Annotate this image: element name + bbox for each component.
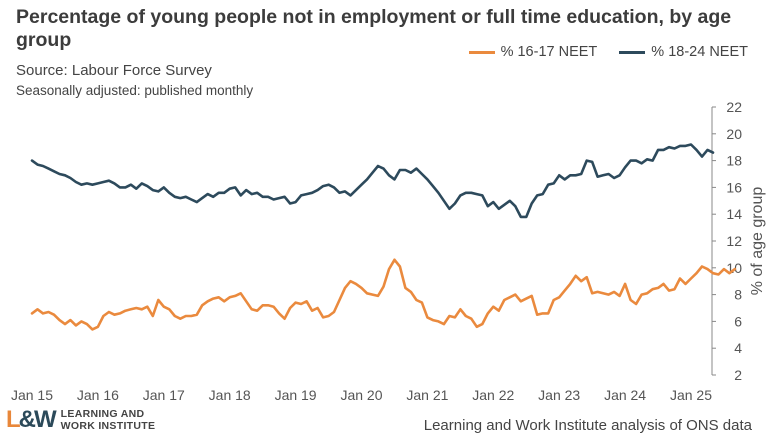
y-tick-label: 14 (726, 206, 742, 222)
y-tick-label: 22 (726, 99, 742, 115)
logo-line2: WORK INSTITUTE (60, 420, 156, 432)
x-tick-label: Jan 25 (670, 387, 712, 403)
legend: % 16-17 NEET % 18-24 NEET (468, 44, 748, 60)
x-tick-label: Jan 17 (143, 387, 185, 403)
legend-item-18-24: % 18-24 NEET (619, 44, 748, 60)
y-tick-label: 2 (734, 367, 742, 383)
y-tick-label: 16 (726, 179, 742, 195)
x-tick-label: Jan 16 (77, 387, 119, 403)
y-axis-label: % of age group (749, 187, 766, 296)
legend-swatch-16-17 (468, 50, 495, 54)
logo-text: LEARNING AND WORK INSTITUTE (61, 408, 156, 432)
x-tick-label: Jan 23 (538, 387, 580, 403)
y-tick-label: 12 (726, 233, 742, 249)
x-tick-label: Jan 15 (11, 387, 53, 403)
series-line-16-17 (30, 258, 737, 331)
footer-source: Learning and Work Institute analysis of … (423, 417, 752, 434)
logo-line1: LEARNING AND (60, 408, 145, 420)
x-tick-label: Jan 18 (209, 387, 251, 403)
x-tick-label: Jan 20 (340, 387, 382, 403)
y-tick-label: 20 (726, 126, 742, 142)
logo-mark: L&W (6, 406, 57, 433)
legend-swatch-18-24 (619, 50, 646, 54)
legend-label-18-24: % 18-24 NEET (651, 44, 748, 60)
y-tick-label: 18 (726, 153, 742, 169)
x-tick-label: Jan 22 (472, 387, 514, 403)
legend-label-16-17: % 16-17 NEET (500, 44, 598, 60)
y-tick-label: 6 (734, 313, 742, 329)
chart-source: Source: Labour Force Survey (16, 62, 212, 79)
chart-title: Percentage of young people not in employ… (16, 6, 732, 51)
y-tick-label: 4 (734, 340, 742, 356)
y-tick-label: 8 (734, 287, 742, 303)
series-line-18-24 (30, 143, 715, 219)
x-tick-label: Jan 21 (406, 387, 448, 403)
chart-note: Seasonally adjusted: published monthly (16, 83, 254, 98)
legend-item-16-17: % 16-17 NEET (468, 44, 598, 60)
x-tick-label: Jan 24 (604, 387, 646, 403)
x-tick-label: Jan 19 (275, 387, 317, 403)
logo: L&W LEARNING AND WORK INSTITUTE (6, 407, 155, 433)
